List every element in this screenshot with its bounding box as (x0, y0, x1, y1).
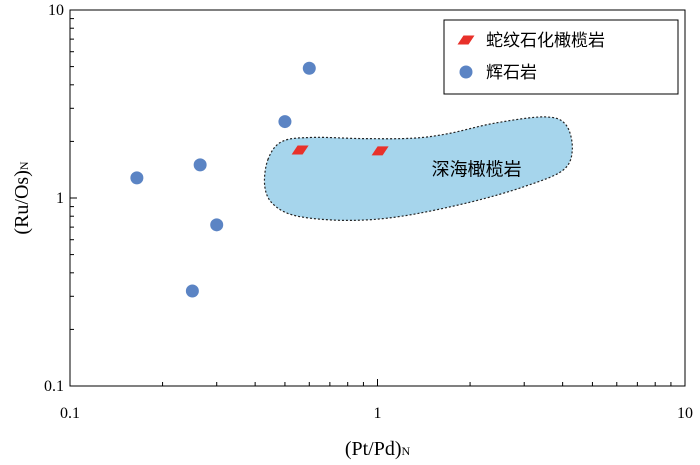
y-tick-label: 1 (56, 190, 64, 207)
x-axis-title: (Pt/Pd)N (345, 438, 411, 460)
region-area-0 (263, 116, 573, 222)
series-1-point-4 (278, 115, 292, 129)
y-axis-title: (Ru/Os)N (11, 161, 33, 234)
y-tick-label: 10 (48, 2, 64, 19)
series-1-point-2 (210, 218, 224, 232)
legend-label-1: 辉石岩 (486, 63, 537, 83)
legend-box (443, 19, 679, 95)
x-tick-label: 0.1 (60, 405, 80, 422)
series-0-point-0 (291, 145, 309, 155)
region-label-0: 深海橄榄岩 (432, 159, 522, 180)
series-1-point-5 (302, 61, 316, 75)
legend-marker-0 (457, 35, 475, 45)
legend-label-0: 蛇纹石化橄榄岩 (486, 31, 605, 51)
ticks-layer: 0.1 1 10 0.1 1 10 (44, 2, 693, 422)
x-axis-title-main: (Pt/Pd) (345, 438, 402, 460)
x-axis-title-sub: N (402, 444, 411, 458)
y-tick-label: 0.1 (44, 378, 64, 395)
series-1-point-0 (130, 171, 144, 185)
labels-layer: (Pt/Pd)N (Ru/Os)N (11, 161, 411, 460)
y-axis-title-sub: N (17, 161, 31, 170)
y-axis-title-main: (Ru/Os) (11, 170, 33, 234)
marks-layer (130, 61, 389, 298)
x-tick-label: 10 (677, 405, 693, 422)
series-1-point-1 (193, 158, 207, 172)
x-tick-label: 1 (374, 405, 382, 422)
legend-marker-1 (459, 65, 473, 79)
series-0-point-1 (371, 146, 389, 156)
region-layer: 深海橄榄岩 (263, 116, 573, 222)
series-1-point-3 (185, 284, 199, 298)
